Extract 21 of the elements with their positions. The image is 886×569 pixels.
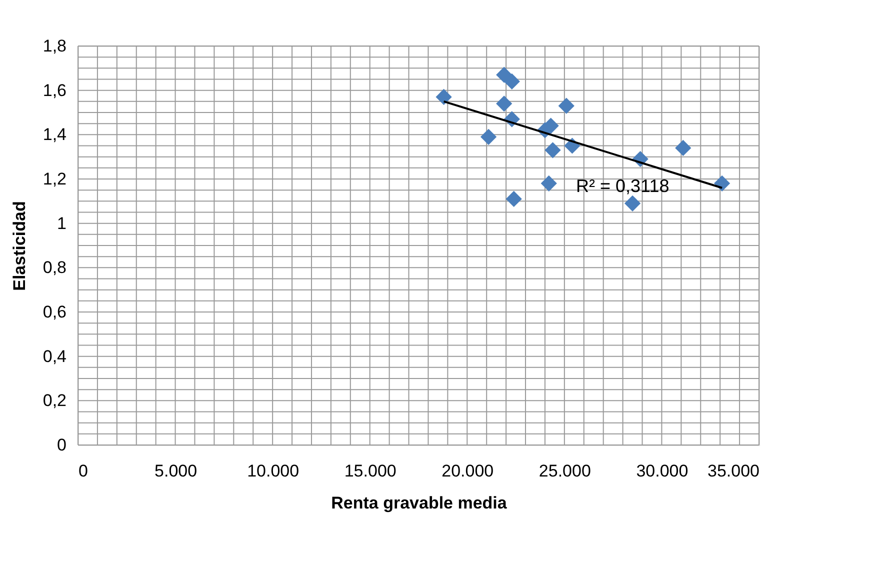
- x-tick-label: 25.000: [538, 462, 591, 480]
- y-axis-title: Elasticidad: [10, 201, 29, 291]
- x-tick-label: 20.000: [442, 462, 494, 480]
- y-tick-label: 0: [57, 436, 66, 454]
- y-tick-label: 0,8: [42, 258, 66, 278]
- x-tick-label: 15.000: [344, 462, 396, 480]
- y-tick-label: 1,8: [42, 36, 66, 56]
- y-tick-label: 0,6: [42, 302, 66, 322]
- x-tick-label: 0: [78, 462, 88, 480]
- y-tick-label: 0,2: [42, 391, 66, 410]
- annotation: R² = 0,3118: [576, 176, 670, 196]
- y-tick-label: 1: [57, 214, 66, 233]
- y-tick-label: 1,2: [42, 170, 66, 188]
- x-tick-label: 10.000: [247, 462, 300, 480]
- y-tick-label: 0,4: [42, 346, 66, 366]
- x-tick-label: 30.000: [636, 462, 688, 480]
- x-tick-label: 5.000: [154, 462, 198, 480]
- x-tick-label: 35.000: [708, 462, 760, 480]
- y-tick-label: 1,6: [42, 80, 66, 100]
- x-axis-title: Renta gravable media: [331, 494, 508, 512]
- y-tick-label: 1,4: [42, 125, 66, 144]
